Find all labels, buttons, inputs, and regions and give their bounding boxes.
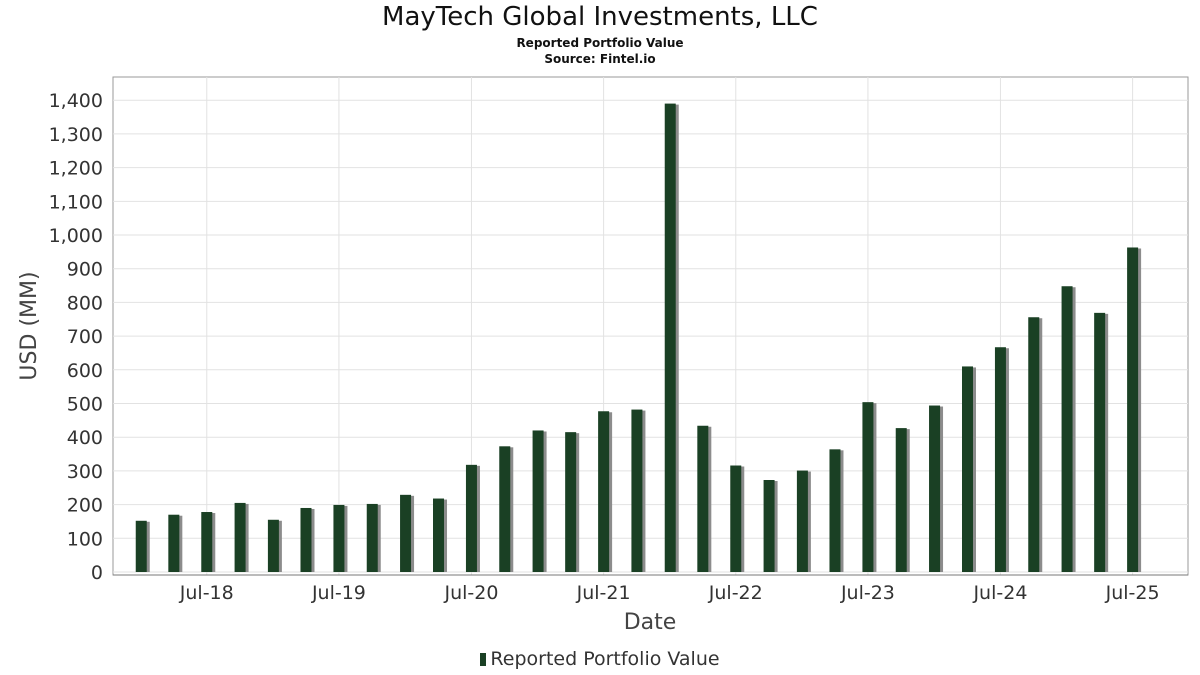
- chart-subtitle: Reported Portfolio Value: [516, 36, 684, 50]
- y-tick-label: 500: [67, 394, 103, 416]
- x-tick-label: Jul-22: [708, 582, 763, 604]
- x-tick-label: Jul-19: [311, 582, 366, 604]
- bars: [135, 103, 1142, 573]
- y-tick-label: 1,000: [49, 225, 103, 247]
- bar: [1061, 286, 1073, 572]
- bar: [895, 428, 907, 572]
- y-tick-label: 700: [67, 326, 103, 348]
- bar: [631, 409, 643, 572]
- y-tick-label: 1,300: [49, 124, 103, 146]
- bar: [532, 430, 544, 572]
- bar: [994, 347, 1006, 572]
- bar: [730, 465, 742, 572]
- y-tick-label: 1,100: [49, 191, 103, 213]
- chart-title: MayTech Global Investments, LLC: [382, 2, 818, 32]
- bar: [763, 480, 775, 572]
- bar: [400, 494, 412, 572]
- x-tick-label: Jul-21: [576, 582, 631, 604]
- bar: [433, 498, 445, 572]
- bar: [697, 425, 709, 572]
- plot-area: [112, 76, 1189, 576]
- y-tick-label: 0: [91, 562, 103, 584]
- bar: [862, 402, 874, 572]
- bar: [168, 514, 180, 572]
- y-tick-label: 200: [67, 495, 103, 517]
- y-tick-label: 1,200: [49, 158, 103, 180]
- legend-label: Reported Portfolio Value: [490, 648, 720, 670]
- bar: [961, 366, 973, 572]
- x-tick-label: Jul-24: [972, 582, 1027, 604]
- x-axis-label: Date: [624, 610, 677, 635]
- y-tick-label: 400: [67, 427, 103, 449]
- x-tick-labels: Jul-18 Jul-19 Jul-20 Jul-21 Jul-22 Jul-23 Jul-…: [179, 582, 1160, 604]
- y-tick-label: 300: [67, 461, 103, 483]
- bar: [201, 512, 213, 572]
- legend: Reported Portfolio Value: [0, 648, 1200, 670]
- y-tick-label: 100: [67, 528, 103, 550]
- bar: [234, 502, 246, 572]
- bar: [135, 520, 147, 572]
- bar: [1028, 317, 1040, 572]
- bar: [598, 411, 610, 572]
- bar: [1127, 247, 1139, 573]
- bar: [565, 432, 577, 572]
- y-tick-label: 800: [67, 292, 103, 314]
- x-tick-label: Jul-20: [443, 582, 498, 604]
- bar: [829, 449, 841, 572]
- y-tick-label: 600: [67, 360, 103, 382]
- bar: [499, 446, 511, 572]
- y-axis-label: USD (MM): [17, 271, 42, 380]
- x-tick-label: Jul-18: [179, 582, 234, 604]
- legend-swatch: [480, 653, 487, 666]
- bar: [300, 507, 312, 572]
- bar: [1094, 312, 1106, 572]
- chart-source: Source: Fintel.io: [544, 52, 656, 66]
- y-tick-label: 900: [67, 259, 103, 281]
- x-tick-label: Jul-25: [1105, 582, 1160, 604]
- y-tick-label: 1,400: [49, 90, 103, 112]
- bar: [333, 504, 345, 572]
- bar: [796, 470, 808, 572]
- bar: [267, 519, 279, 572]
- x-tick-label: Jul-23: [840, 582, 895, 604]
- bar: [664, 103, 676, 572]
- y-tick-labels: 0 100 200 300 400 500 600 700 800 900 1,000 1,100 1,…: [49, 90, 103, 584]
- bar: [366, 503, 378, 572]
- bar: [465, 464, 477, 572]
- bar: [929, 405, 941, 572]
